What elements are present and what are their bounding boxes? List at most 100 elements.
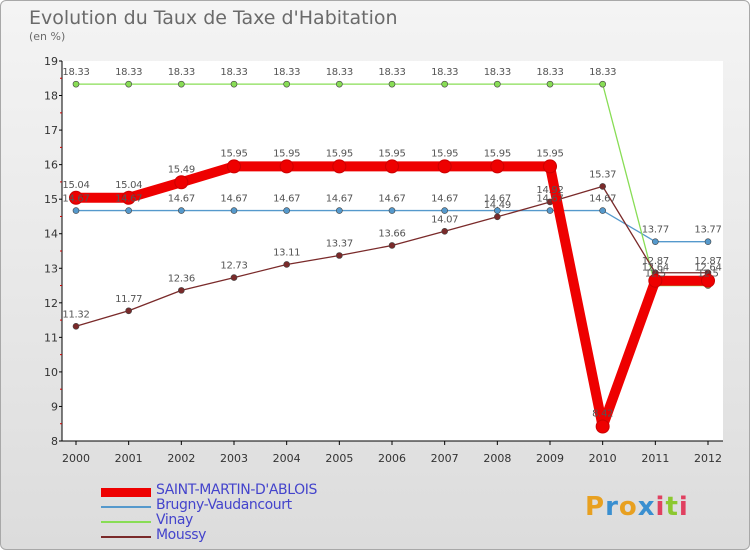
data-label: 15.37 bbox=[589, 169, 616, 180]
data-label: 12.5 bbox=[697, 269, 718, 280]
data-point bbox=[125, 207, 132, 214]
data-point bbox=[230, 207, 238, 214]
data-point bbox=[121, 190, 136, 205]
data-point bbox=[388, 207, 396, 214]
data-label: 15.95 bbox=[378, 148, 405, 159]
y-tick-label: 14 bbox=[44, 228, 58, 241]
data-label: 12.87 bbox=[694, 256, 721, 267]
data-label: 14.49 bbox=[484, 200, 511, 211]
data-label: 11.77 bbox=[115, 294, 142, 305]
y-tick-label: 11 bbox=[44, 331, 58, 344]
x-tick-label: 2010 bbox=[589, 452, 617, 465]
data-label: 18.33 bbox=[431, 67, 458, 78]
legend-label: SAINT-MARTIN-D'ABLOIS bbox=[156, 482, 317, 498]
data-point bbox=[388, 80, 396, 88]
data-label: 12.5 bbox=[645, 269, 666, 280]
legend-swatch bbox=[101, 506, 151, 508]
x-tick-label: 2012 bbox=[694, 452, 722, 465]
data-label: 14.67 bbox=[273, 194, 300, 205]
data-label: 15.95 bbox=[326, 148, 353, 159]
data-point bbox=[385, 159, 399, 174]
data-label: 18.33 bbox=[115, 67, 142, 78]
data-point bbox=[494, 213, 501, 221]
data-label: 18.33 bbox=[220, 67, 247, 78]
data-label: 14.67 bbox=[115, 194, 142, 205]
x-tick-label: 2002 bbox=[167, 452, 195, 465]
data-label: 15.95 bbox=[431, 148, 458, 159]
data-label: 13.77 bbox=[642, 225, 669, 236]
logo-letter: P bbox=[585, 492, 606, 522]
x-tick-label: 2011 bbox=[641, 452, 669, 465]
plot-area bbox=[62, 61, 723, 441]
data-point bbox=[490, 159, 505, 174]
data-label: 15.95 bbox=[536, 148, 563, 159]
legend-swatch bbox=[101, 521, 151, 523]
data-label: 18.33 bbox=[484, 67, 511, 78]
y-tick-label: 12 bbox=[44, 297, 58, 310]
data-label: 15.95 bbox=[273, 148, 300, 159]
legend-swatch bbox=[101, 536, 151, 538]
x-tick-label: 2009 bbox=[536, 452, 564, 465]
data-point bbox=[546, 80, 554, 88]
data-point bbox=[125, 307, 132, 315]
data-label: 14.07 bbox=[431, 214, 458, 225]
data-label: 14.67 bbox=[168, 194, 195, 205]
data-point bbox=[230, 274, 238, 281]
data-label: 14.67 bbox=[326, 194, 353, 205]
data-label: 15.04 bbox=[62, 180, 89, 191]
x-tick-label: 2003 bbox=[220, 452, 248, 465]
x-tick-label: 2006 bbox=[378, 452, 406, 465]
y-tick-label: 18 bbox=[44, 90, 58, 103]
logo-letter: x bbox=[637, 492, 656, 522]
data-point bbox=[72, 207, 80, 214]
data-label: 18.33 bbox=[589, 67, 616, 78]
data-label: 14.67 bbox=[378, 194, 405, 205]
data-label: 13.66 bbox=[378, 228, 405, 239]
y-tick-label: 16 bbox=[44, 159, 58, 172]
data-label: 13.11 bbox=[273, 247, 300, 258]
y-tick-label: 8 bbox=[51, 435, 58, 448]
data-label: 18.33 bbox=[378, 67, 405, 78]
data-point bbox=[494, 80, 501, 88]
data-label: 18.33 bbox=[168, 67, 195, 78]
legend-label: Moussy bbox=[156, 527, 206, 543]
data-label: 18.33 bbox=[273, 67, 300, 78]
data-point bbox=[543, 159, 557, 174]
data-point bbox=[125, 80, 132, 88]
data-label: 11.32 bbox=[62, 309, 89, 320]
chart-title: Evolution du Taux de Taxe d'Habitation bbox=[29, 7, 398, 29]
data-point bbox=[437, 159, 452, 174]
data-point bbox=[441, 207, 448, 214]
legend-label: Vinay bbox=[156, 512, 193, 528]
data-point bbox=[441, 228, 448, 235]
data-label: 14.67 bbox=[220, 194, 247, 205]
y-tick-label: 17 bbox=[44, 124, 58, 137]
data-label: 13.37 bbox=[326, 238, 353, 249]
data-label: 15.49 bbox=[168, 164, 195, 175]
data-point bbox=[69, 190, 83, 205]
data-point bbox=[283, 80, 290, 88]
data-label: 14.67 bbox=[589, 194, 616, 205]
data-point bbox=[546, 207, 554, 214]
data-point bbox=[595, 419, 610, 434]
data-label: 12.87 bbox=[642, 256, 669, 267]
data-label: 15.95 bbox=[484, 148, 511, 159]
data-point bbox=[332, 159, 347, 174]
data-point bbox=[599, 80, 606, 88]
data-point bbox=[441, 80, 448, 88]
data-label: 14.67 bbox=[536, 194, 563, 205]
data-point bbox=[279, 159, 294, 174]
x-tick-label: 2001 bbox=[115, 452, 143, 465]
data-point bbox=[336, 252, 343, 259]
y-tick-label: 19 bbox=[44, 55, 58, 68]
y-tick-label: 10 bbox=[44, 366, 58, 379]
data-label: 15.95 bbox=[220, 148, 247, 159]
x-tick-label: 2007 bbox=[431, 452, 459, 465]
data-point bbox=[227, 159, 241, 174]
x-tick-label: 2005 bbox=[325, 452, 353, 465]
logo-letter: t bbox=[665, 492, 679, 522]
data-label: 14.92 bbox=[536, 185, 563, 196]
data-point bbox=[283, 261, 290, 268]
data-point bbox=[599, 207, 606, 214]
